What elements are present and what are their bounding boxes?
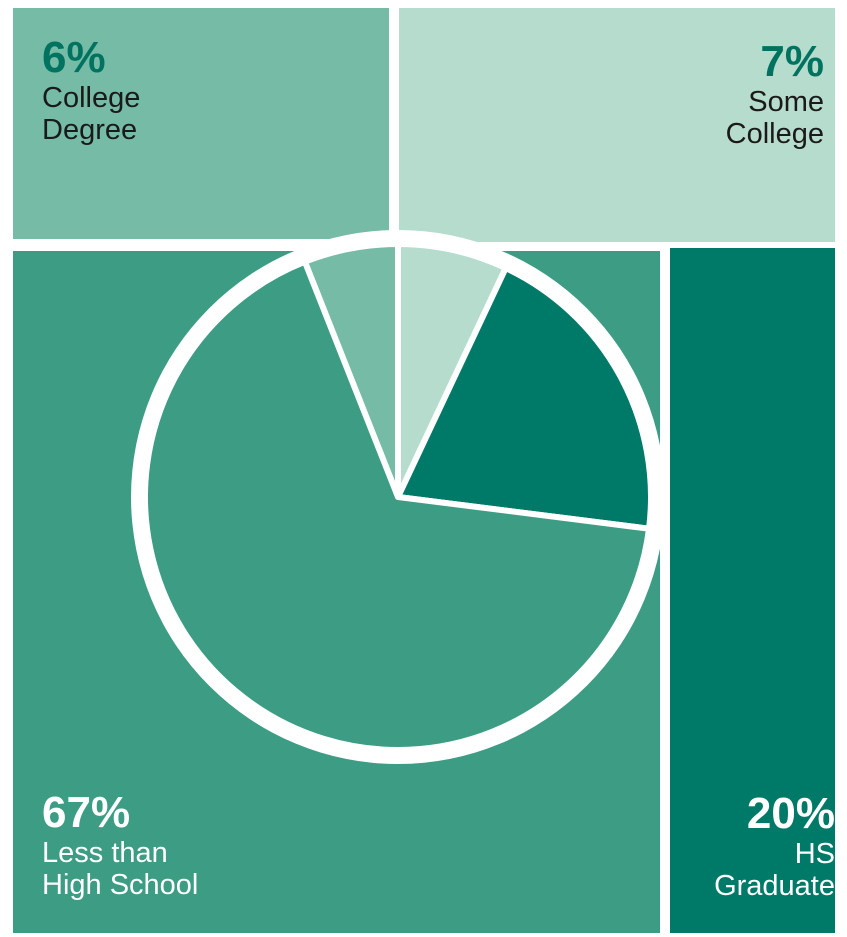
label-hs-graduate: 20% HS Graduate <box>714 792 835 903</box>
value-label-college-degree: 6% <box>42 33 106 82</box>
slice-label-college-degree-line2: Degree <box>42 114 138 147</box>
block-hs-graduate <box>670 248 835 933</box>
slice-label-less-than-high-school-line2: High School <box>42 869 199 902</box>
label-less-than-high-school: 67% Less than High School <box>42 791 198 902</box>
slice-label-hs-graduate-line1: HS <box>794 838 835 870</box>
value-label-some-college: 7% <box>760 37 824 86</box>
value-label-less-than-high-school: 67% <box>42 788 131 837</box>
value-label-hs-graduate: 20% <box>746 789 835 838</box>
block-college-degree <box>13 8 389 239</box>
slice-label-some-college-line2: College <box>725 118 824 151</box>
slice-label-some-college-line1: Some <box>748 86 824 118</box>
slice-label-hs-graduate-line2: Graduate <box>714 870 835 903</box>
slice-label-less-than-high-school-line1: Less than <box>42 837 168 869</box>
label-college-degree: 6% College Degree <box>42 36 140 147</box>
block-some-college <box>399 8 835 242</box>
pie-slice-hs <box>395 265 654 532</box>
pie-slice-less-hs <box>142 258 653 753</box>
slice-label-college-degree-line1: College <box>42 82 141 114</box>
label-some-college: 7% Some College <box>726 40 824 151</box>
